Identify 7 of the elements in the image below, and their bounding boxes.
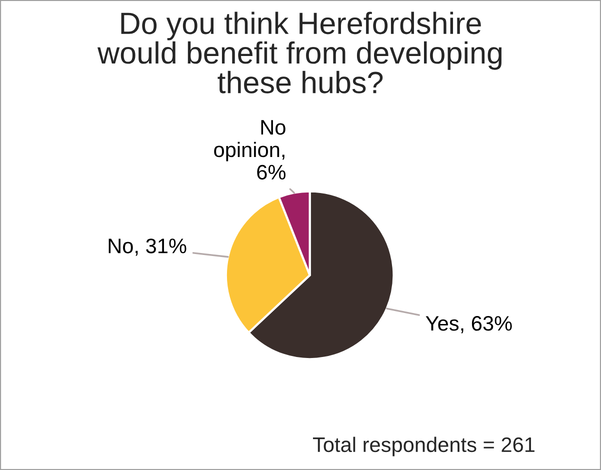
chart-title: Do you think Herefordshire would benefit from developing these hubs? — [97, 12, 502, 94]
category-label: No, 31% — [108, 238, 186, 256]
slice-label: Yes, 63% — [426, 316, 512, 334]
category-label: opinion, — [214, 142, 284, 162]
text: Total respondents = 261 — [312, 436, 534, 456]
slice-label: No — [261, 120, 286, 135]
text: 6% — [257, 164, 286, 180]
